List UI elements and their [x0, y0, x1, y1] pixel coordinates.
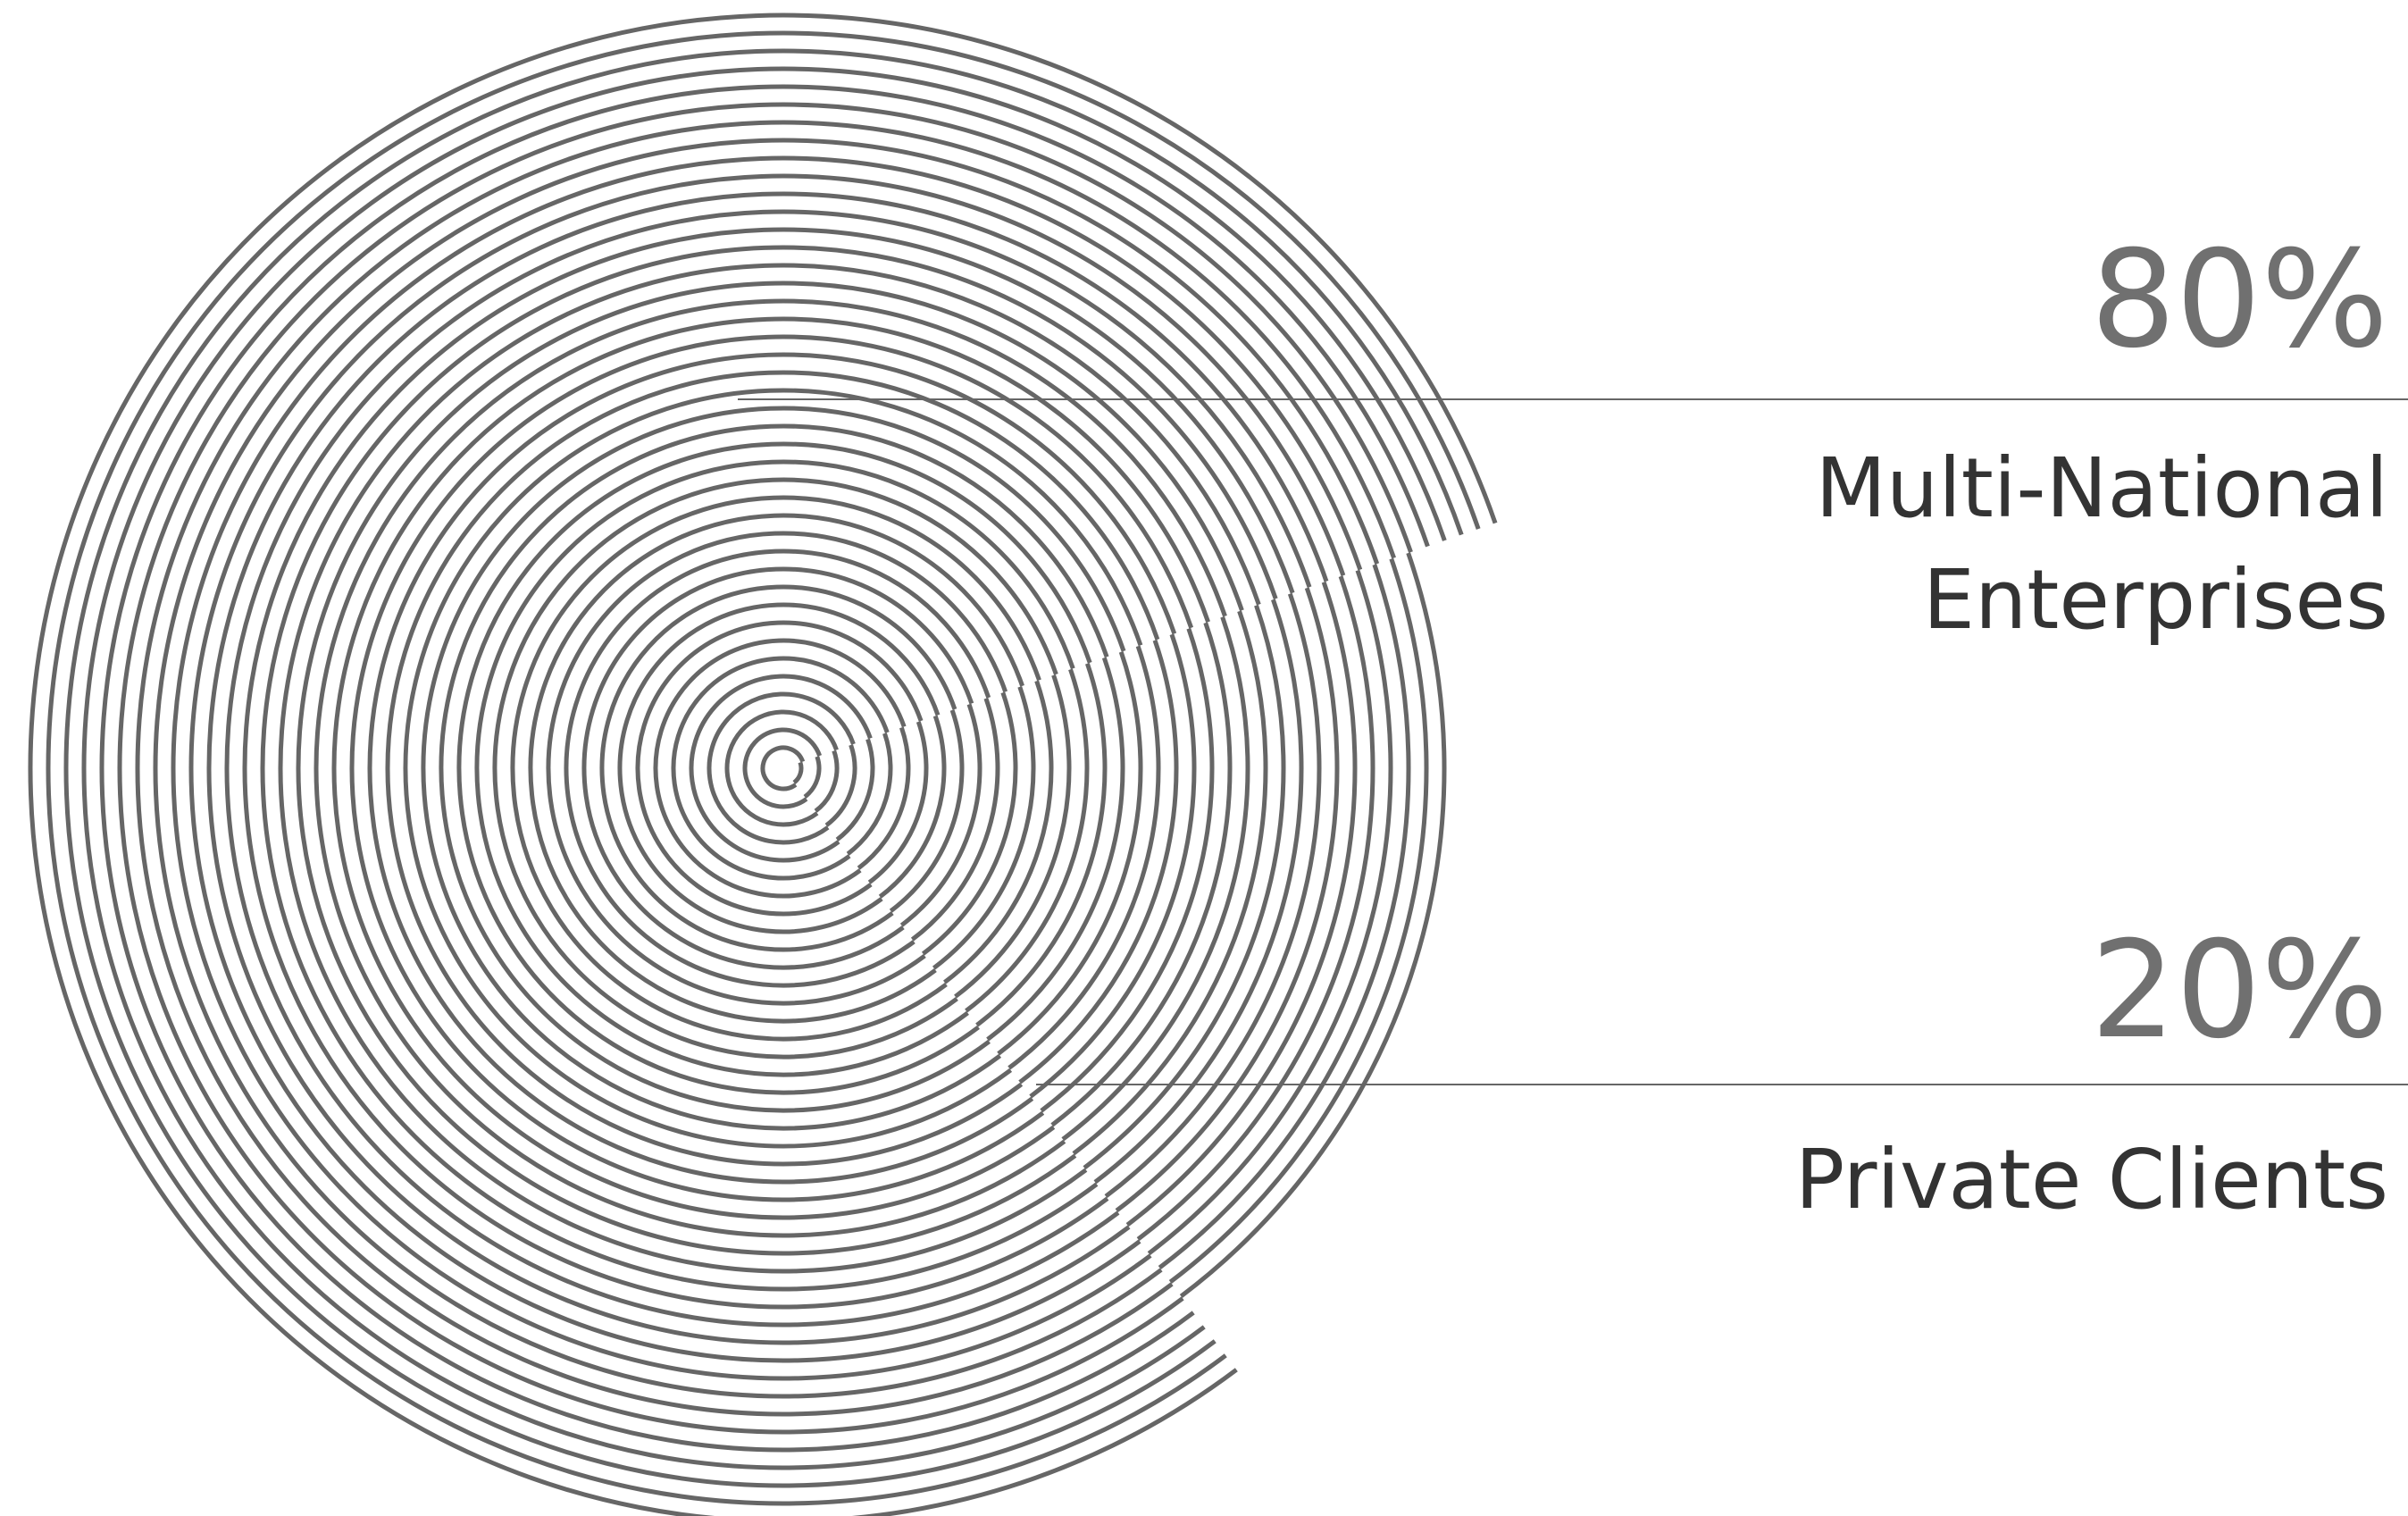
slice-ring	[581, 566, 974, 970]
slice-ring	[671, 656, 890, 881]
slice-ring	[835, 738, 875, 842]
slice-ring	[492, 477, 1058, 1060]
slice-ring	[546, 531, 1008, 1006]
slice-ring	[617, 602, 941, 934]
slice-ring	[1072, 610, 1268, 1156]
slice-ring	[242, 227, 1295, 1310]
slice-ring	[889, 709, 965, 913]
slice-ring	[474, 459, 1075, 1077]
slice-ring	[997, 650, 1143, 1056]
slice-ring	[792, 761, 804, 784]
slice-ring	[1168, 557, 1429, 1285]
slice-ring	[63, 48, 1464, 1488]
slice-ring	[857, 726, 911, 870]
slice-ring	[932, 686, 1036, 970]
slice-ring	[564, 549, 991, 988]
slice-ring	[1050, 622, 1233, 1127]
pie-slice	[792, 552, 1447, 1298]
slice-ring	[1115, 587, 1340, 1213]
slice-ring	[760, 745, 806, 792]
slice-ring	[206, 191, 1329, 1345]
slice-ring	[385, 370, 1160, 1167]
slice-ring	[99, 84, 1430, 1453]
slice-ring	[296, 281, 1244, 1256]
slice-ring	[921, 691, 1018, 956]
slice-ring	[46, 30, 1481, 1506]
slice-ring	[742, 727, 823, 809]
slice-ring	[314, 298, 1227, 1238]
slice-ring	[171, 155, 1363, 1381]
slice-ring	[1147, 569, 1393, 1256]
slice-ring	[349, 334, 1194, 1202]
slice-ring	[367, 352, 1177, 1185]
slice-ring	[986, 657, 1125, 1042]
slice-ring	[1158, 564, 1411, 1270]
slice-ring	[635, 620, 924, 917]
slice-ring	[707, 691, 856, 845]
slice-ring	[278, 263, 1261, 1274]
slice-ring	[510, 495, 1041, 1042]
slice-ring	[1125, 581, 1358, 1227]
slice-ring	[975, 662, 1108, 1027]
slice-ring	[81, 66, 1447, 1470]
slice-ring	[899, 703, 982, 927]
slice-ring	[260, 245, 1278, 1292]
slice-ring	[1029, 633, 1197, 1099]
category-label: Private Clients	[1794, 1132, 2388, 1227]
slice-ring	[439, 423, 1109, 1113]
slice-ring	[846, 733, 893, 856]
slice-ring	[724, 709, 839, 827]
slice-ring	[331, 316, 1210, 1220]
slice-ring	[1040, 627, 1215, 1113]
slice-ring	[878, 715, 947, 899]
slice-ring	[824, 744, 857, 827]
value-label: 20%	[2091, 913, 2388, 1068]
slice-ring	[135, 120, 1396, 1417]
slice-ring	[188, 173, 1346, 1363]
slice-ring	[653, 638, 907, 899]
slice-ring	[910, 698, 1000, 942]
slice-ring	[965, 668, 1090, 1013]
slice-ring	[689, 674, 873, 863]
pie-slice	[28, 13, 1498, 1516]
slice-ring	[528, 513, 1024, 1024]
slice-ring	[867, 721, 929, 884]
slice-ring	[943, 680, 1054, 984]
slice-ring	[1093, 599, 1304, 1185]
slice-ring	[421, 406, 1126, 1131]
slice-ring	[1104, 592, 1322, 1199]
slice-ring	[224, 209, 1312, 1328]
slice-ring	[954, 674, 1072, 999]
slice-ring	[153, 138, 1380, 1399]
slice-ring	[814, 750, 840, 813]
slice-ring	[403, 388, 1143, 1149]
slice-ring	[28, 13, 1498, 1516]
slice-ring	[1179, 552, 1447, 1298]
slice-ring	[599, 584, 957, 952]
category-label: Multi-National Enterprises	[1815, 440, 2388, 648]
slice-ring	[1008, 645, 1161, 1070]
slice-ring	[1018, 639, 1179, 1085]
slice-ring	[1083, 604, 1286, 1170]
slice-ring	[117, 102, 1413, 1435]
slice-ring	[456, 441, 1092, 1095]
slice-ring	[803, 756, 822, 799]
slice-ring	[1061, 616, 1250, 1142]
slice-ring	[1136, 575, 1375, 1242]
value-label: 80%	[2091, 222, 2388, 378]
